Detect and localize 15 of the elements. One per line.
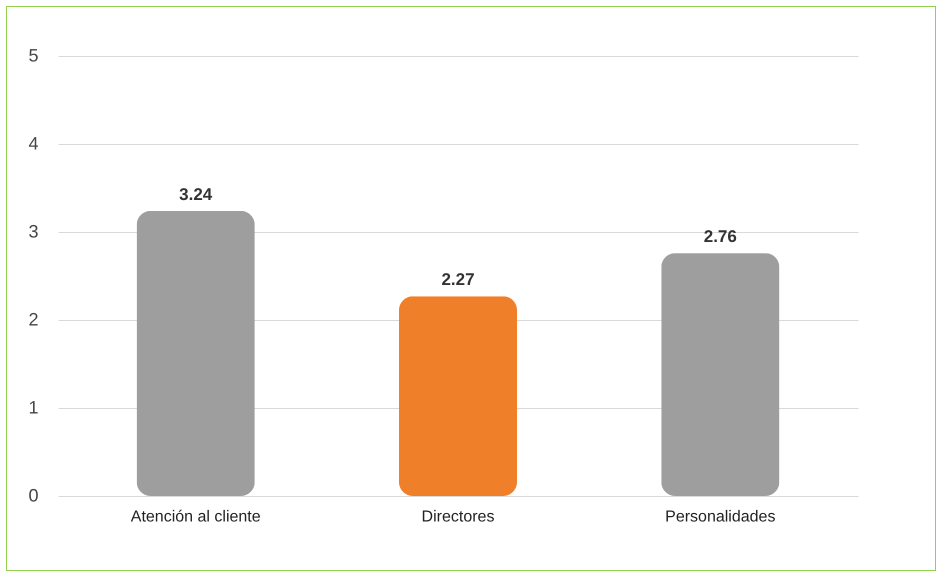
y-tick-label: 5 <box>28 46 38 66</box>
x-tick-label: Directores <box>422 508 494 526</box>
x-tick-label: Atención al cliente <box>130 508 261 526</box>
y-tick-label: 4 <box>28 134 38 154</box>
data-label: 3.24 <box>179 184 213 204</box>
y-tick-label: 3 <box>28 222 38 242</box>
y-tick-label: 1 <box>28 398 38 418</box>
y-tick-label: 2 <box>28 310 38 330</box>
bar <box>661 253 780 496</box>
data-label: 2.27 <box>441 270 475 290</box>
data-label: 2.76 <box>704 227 737 246</box>
y-tick-label: 0 <box>28 486 38 506</box>
bar <box>136 210 255 496</box>
x-tick-label: Personalidades <box>665 508 776 526</box>
bar <box>398 296 518 496</box>
